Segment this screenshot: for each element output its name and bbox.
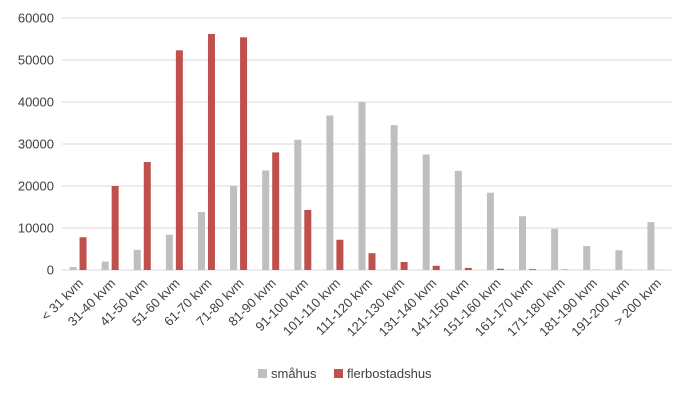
- bar-flerbostadshus: [240, 37, 247, 270]
- bar-smahus: [166, 235, 173, 270]
- bar-flerbostadshus: [497, 269, 504, 270]
- bar-flerbostadshus: [176, 50, 183, 270]
- y-tick-label: 10000: [18, 221, 54, 236]
- bar-flerbostadshus: [369, 253, 376, 270]
- legend-label: småhus: [271, 366, 317, 381]
- bar-smahus: [198, 212, 205, 270]
- bar-flerbostadshus: [144, 162, 151, 270]
- bar-smahus: [615, 250, 622, 270]
- bar-smahus: [294, 140, 301, 270]
- bar-smahus: [487, 193, 494, 270]
- bar-flerbostadshus: [433, 266, 440, 270]
- bar-smahus: [519, 216, 526, 270]
- bar-flerbostadshus: [112, 186, 119, 270]
- bar-smahus: [230, 186, 237, 270]
- legend-swatch: [334, 369, 343, 378]
- legend-swatch: [258, 369, 267, 378]
- bar-flerbostadshus: [272, 152, 279, 270]
- bar-smahus: [326, 115, 333, 270]
- bar-smahus: [583, 246, 590, 270]
- y-tick-label: 60000: [18, 11, 54, 26]
- bar-smahus: [647, 222, 654, 270]
- bar-smahus: [70, 267, 77, 270]
- bar-smahus: [359, 102, 366, 270]
- y-tick-label: 0: [47, 263, 54, 278]
- bars: [70, 34, 665, 270]
- bar-smahus: [134, 250, 141, 270]
- bar-smahus: [551, 229, 558, 270]
- bar-smahus: [262, 170, 269, 270]
- bar-flerbostadshus: [336, 240, 343, 270]
- bar-smahus: [102, 262, 109, 270]
- bar-smahus: [423, 155, 430, 271]
- bar-flerbostadshus: [80, 237, 87, 270]
- legend-label: flerbostadshus: [347, 366, 432, 381]
- legend: småhus flerbostadshus: [258, 366, 432, 381]
- bar-flerbostadshus: [529, 269, 536, 270]
- bar-smahus: [391, 125, 398, 270]
- y-tick-label: 20000: [18, 179, 54, 194]
- bar-flerbostadshus: [465, 268, 472, 270]
- y-tick-label: 40000: [18, 95, 54, 110]
- y-axis-ticks: 0 10000 20000 30000 40000 50000 60000: [18, 11, 54, 278]
- y-tick-label: 50000: [18, 53, 54, 68]
- gridlines: [62, 18, 672, 270]
- bar-smahus: [455, 171, 462, 270]
- bar-flerbostadshus: [208, 34, 215, 270]
- bar-flerbostadshus: [304, 210, 311, 270]
- bar-flerbostadshus: [401, 262, 408, 270]
- y-tick-label: 30000: [18, 137, 54, 152]
